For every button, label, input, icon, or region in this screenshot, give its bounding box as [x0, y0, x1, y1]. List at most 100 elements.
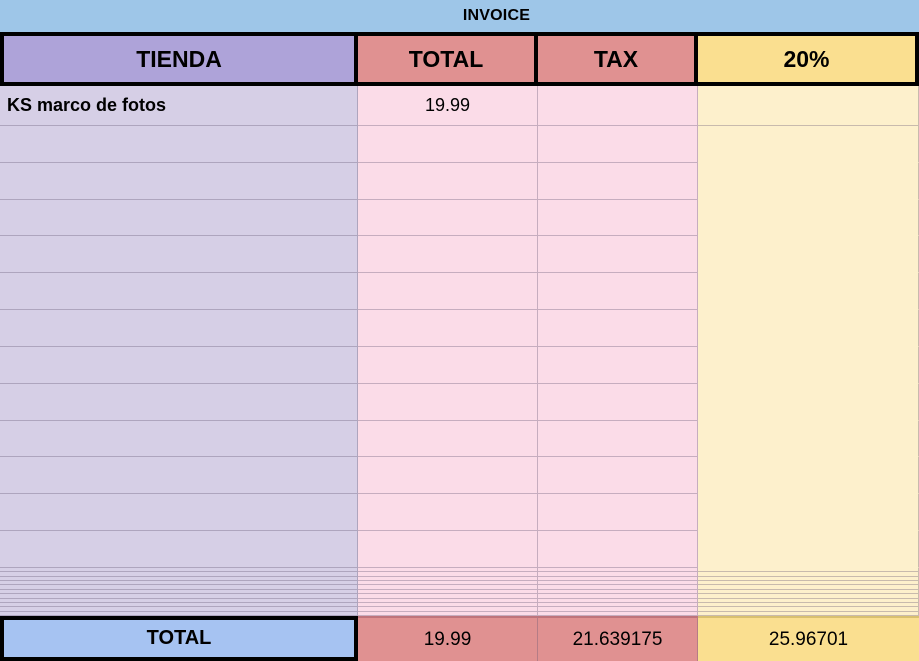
cell-tienda[interactable]: [0, 199, 358, 237]
footer-total-value[interactable]: 19.99: [358, 616, 538, 661]
cell-tienda[interactable]: [0, 598, 358, 603]
cell-pct[interactable]: [698, 346, 919, 384]
cell-pct[interactable]: [698, 494, 919, 532]
cell-tienda[interactable]: [0, 607, 358, 612]
cell-tax[interactable]: [538, 199, 698, 237]
cell-tienda[interactable]: [0, 383, 358, 421]
cell-tienda[interactable]: [0, 346, 358, 384]
cell-tienda[interactable]: [0, 531, 358, 568]
cell-tax[interactable]: [538, 585, 698, 590]
cell-tax[interactable]: [538, 310, 698, 347]
cell-pct[interactable]: [698, 199, 919, 237]
collapsed-row: [0, 576, 919, 582]
page-title: INVOICE: [462, 7, 531, 24]
cell-tax[interactable]: [538, 572, 698, 577]
cell-tienda[interactable]: [0, 273, 358, 311]
cell-pct[interactable]: [698, 457, 919, 495]
collapsed-row: [0, 594, 919, 599]
cell-tax[interactable]: [538, 420, 698, 458]
cell-total[interactable]: [358, 607, 538, 612]
cell-total[interactable]: [358, 589, 538, 595]
table-row: KS marco de fotos 19.99: [0, 86, 919, 126]
cell-tax[interactable]: [538, 346, 698, 384]
cell-pct[interactable]: [698, 531, 919, 568]
title-band: INVOICE: [0, 0, 919, 32]
cell-tax[interactable]: [538, 589, 698, 595]
cell-tienda[interactable]: [0, 581, 358, 586]
cell-tax[interactable]: [538, 581, 698, 586]
cell-total[interactable]: [358, 162, 538, 200]
cell-pct[interactable]: [698, 236, 919, 274]
header-cell-tienda[interactable]: TIENDA: [4, 36, 354, 82]
cell-tienda[interactable]: [0, 162, 358, 200]
cell-total[interactable]: [358, 531, 538, 568]
cell-total[interactable]: [358, 611, 538, 616]
cell-tienda[interactable]: [0, 568, 358, 573]
cell-total[interactable]: [358, 457, 538, 495]
cell-tax[interactable]: [538, 607, 698, 612]
cell-tax[interactable]: [538, 457, 698, 495]
cell-total[interactable]: [358, 126, 538, 163]
cell-total[interactable]: [358, 310, 538, 347]
footer-total-label[interactable]: TOTAL: [0, 616, 358, 661]
cell-tienda[interactable]: [0, 594, 358, 599]
header-cell-tax[interactable]: TAX: [538, 36, 694, 82]
cell-tienda[interactable]: [0, 494, 358, 532]
cell-tax[interactable]: [538, 602, 698, 608]
cell-tax[interactable]: [538, 611, 698, 616]
cell-total[interactable]: [358, 420, 538, 458]
cell-tienda[interactable]: [0, 602, 358, 608]
cell-tienda[interactable]: [0, 585, 358, 590]
cell-pct[interactable]: [698, 273, 919, 311]
cell-total[interactable]: [358, 572, 538, 577]
table-row: [0, 162, 919, 200]
cell-pct[interactable]: [698, 162, 919, 200]
cell-tienda[interactable]: [0, 457, 358, 495]
cell-pct[interactable]: [698, 310, 919, 347]
cell-tax[interactable]: [538, 494, 698, 532]
cell-tax[interactable]: [538, 594, 698, 599]
cell-pct[interactable]: [698, 420, 919, 458]
header-cell-pct[interactable]: 20%: [698, 36, 915, 82]
cell-tax[interactable]: [538, 576, 698, 582]
table-row: [0, 457, 919, 495]
cell-tienda[interactable]: [0, 611, 358, 616]
cell-total[interactable]: [358, 581, 538, 586]
cell-total[interactable]: [358, 576, 538, 582]
cell-pct[interactable]: [698, 383, 919, 421]
cell-total[interactable]: [358, 568, 538, 573]
cell-tax[interactable]: [538, 86, 698, 126]
cell-tienda[interactable]: [0, 310, 358, 347]
cell-total[interactable]: [358, 602, 538, 608]
cell-tienda[interactable]: [0, 576, 358, 582]
header-cell-total[interactable]: TOTAL: [358, 36, 534, 82]
cell-tienda[interactable]: [0, 126, 358, 163]
cell-tax[interactable]: [538, 598, 698, 603]
cell-tienda[interactable]: KS marco de fotos: [0, 86, 358, 126]
cell-total[interactable]: [358, 236, 538, 274]
cell-tax[interactable]: [538, 236, 698, 274]
cell-total[interactable]: [358, 199, 538, 237]
cell-total[interactable]: [358, 594, 538, 599]
cell-tienda[interactable]: [0, 589, 358, 595]
cell-tax[interactable]: [538, 383, 698, 421]
cell-tax[interactable]: [538, 126, 698, 163]
footer-pct-value[interactable]: 25.96701: [698, 616, 919, 661]
cell-total[interactable]: [358, 585, 538, 590]
footer-tax-value[interactable]: 21.639175: [538, 616, 698, 661]
cell-total[interactable]: [358, 598, 538, 603]
cell-total[interactable]: [358, 273, 538, 311]
cell-tienda[interactable]: [0, 420, 358, 458]
cell-total[interactable]: [358, 494, 538, 532]
cell-tax[interactable]: [538, 531, 698, 568]
cell-total[interactable]: [358, 383, 538, 421]
cell-tienda[interactable]: [0, 236, 358, 274]
cell-pct[interactable]: [698, 126, 919, 163]
cell-tax[interactable]: [538, 273, 698, 311]
cell-tax[interactable]: [538, 568, 698, 573]
cell-tax[interactable]: [538, 162, 698, 200]
cell-total[interactable]: [358, 346, 538, 384]
cell-total[interactable]: 19.99: [358, 86, 538, 126]
cell-tienda[interactable]: [0, 572, 358, 577]
cell-pct[interactable]: [698, 86, 919, 126]
